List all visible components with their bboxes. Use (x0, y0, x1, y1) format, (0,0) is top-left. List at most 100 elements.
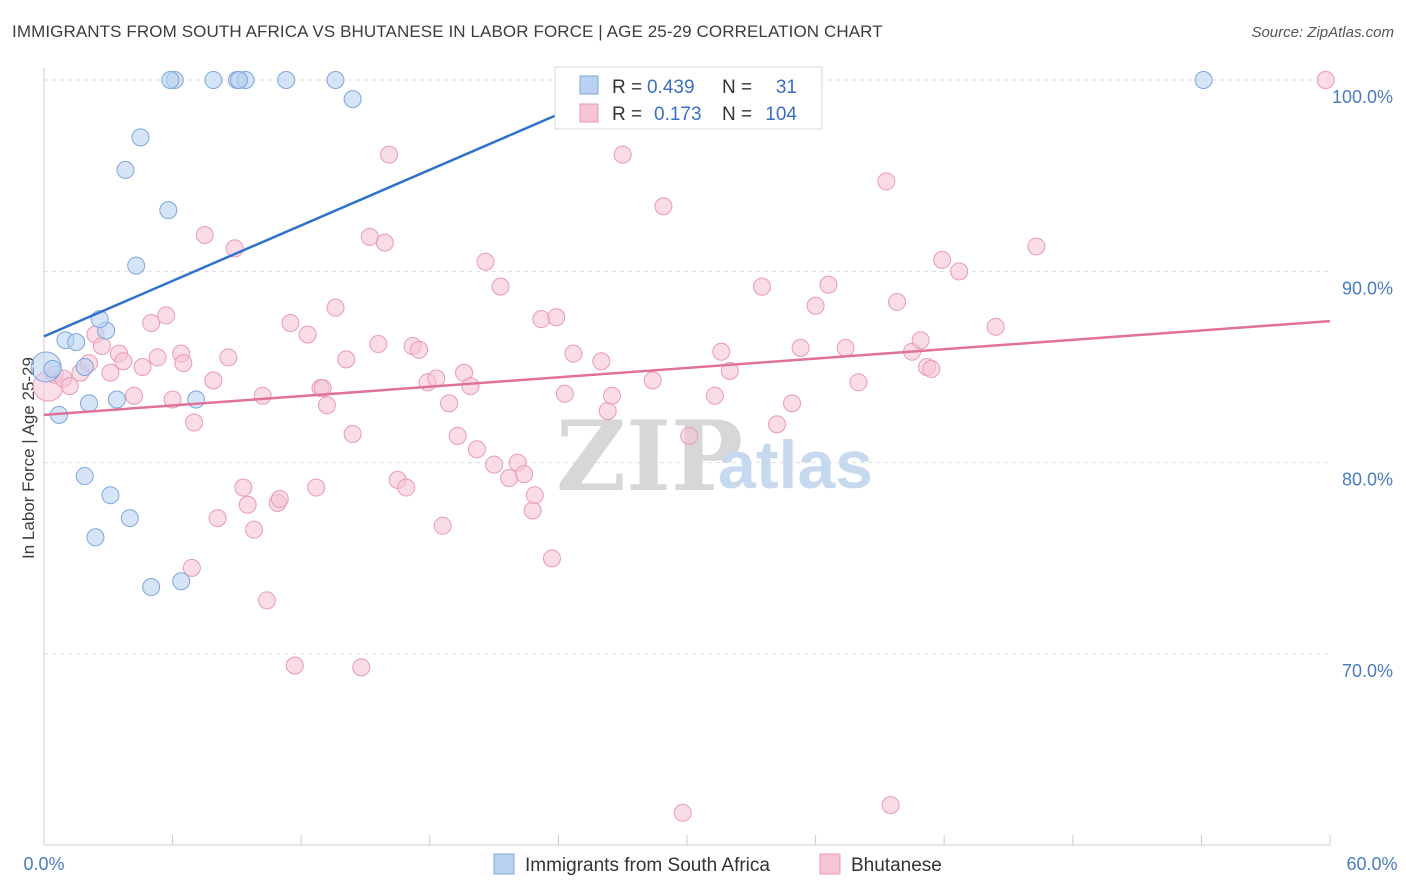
chart-title: IMMIGRANTS FROM SOUTH AFRICA VS BHUTANES… (12, 22, 883, 41)
south-africa-point (67, 333, 86, 352)
bhutanese-point (343, 424, 362, 443)
legend-n-value-1: 31 (776, 77, 797, 98)
bhutanese-point (806, 296, 825, 315)
bhutanese-point (60, 377, 79, 396)
bhutanese-point (148, 348, 167, 367)
bhutanese-point (491, 277, 510, 296)
bhutanese-point (523, 501, 542, 520)
bhutanese-point (253, 386, 272, 405)
legend-swatch-bhutanese (579, 103, 599, 123)
legend-box (554, 66, 823, 130)
legend-r-value-1: 0.439 (647, 77, 695, 98)
bhutanese-point (448, 426, 467, 445)
bhutanese-point (326, 298, 345, 317)
south-africa-point (116, 160, 135, 179)
south-africa-point (107, 390, 126, 409)
y-axis-label: In Labor Force | Age 25-29 (19, 357, 38, 559)
south-africa-point (127, 256, 146, 275)
bhutanese-point (375, 233, 394, 252)
bhutanese-point (208, 509, 227, 528)
south-africa-point (142, 578, 161, 597)
bhutanese-point (360, 227, 379, 246)
bhutanese-point (705, 386, 724, 405)
bhutanese-point (933, 250, 952, 269)
bhutanese-point (542, 549, 561, 568)
bhutanese-point (410, 340, 429, 359)
bhutanese-trend-line (43, 319, 1331, 417)
bhutanese-point (317, 396, 336, 415)
bottom-legend-swatch-bhutanese (819, 853, 841, 875)
bhutanese-point (877, 172, 896, 191)
bhutanese-point (257, 591, 276, 610)
south-africa-point (43, 359, 62, 378)
south-africa-point (204, 71, 223, 89)
legend-n-label-1: N = (722, 77, 752, 98)
bhutanese-point (598, 402, 617, 421)
bhutanese-point (245, 520, 264, 539)
bhutanese-point (234, 478, 253, 497)
bhutanese-point (564, 344, 583, 363)
x-tick-label-min: 0.0% (23, 854, 64, 874)
bhutanese-point (281, 313, 300, 332)
bhutanese-point (783, 394, 802, 413)
bhutanese-point (307, 478, 326, 497)
bhutanese-point (950, 262, 969, 281)
bhutanese-point (922, 359, 941, 378)
bhutanese-point (298, 325, 317, 344)
south-africa-point (172, 572, 191, 591)
bhutanese-point (654, 197, 673, 216)
bhutanese-point (313, 379, 332, 398)
bhutanese-point (532, 310, 551, 329)
bhutanese-point (182, 558, 201, 577)
bhutanese-point (602, 386, 621, 405)
bhutanese-point (673, 803, 692, 822)
south-africa-point (159, 201, 178, 220)
legend-r-value-2: 0.173 (654, 104, 702, 125)
bhutanese-point (515, 465, 534, 484)
bhutanese-point (397, 478, 416, 497)
bhutanese-point (1027, 237, 1046, 256)
south-africa-point (277, 71, 296, 89)
bottom-legend-swatch-south-africa (493, 853, 515, 875)
bhutanese-point (380, 145, 399, 164)
y-tick-label-100: 100.0% (1332, 87, 1393, 107)
bhutanese-point (643, 371, 662, 390)
south-africa-point (326, 71, 345, 89)
bottom-legend-label-bhutanese: Bhutanese (851, 855, 942, 876)
bhutanese-point (485, 455, 504, 474)
bhutanese-point (712, 342, 731, 361)
bottom-legend-label-south-africa: Immigrants from South Africa (525, 855, 770, 876)
bhutanese-point (285, 656, 304, 675)
bhutanese-point (337, 350, 356, 369)
bhutanese-point (219, 348, 238, 367)
bhutanese-point (270, 490, 289, 509)
bhutanese-point (461, 377, 480, 396)
bhutanese-point (500, 468, 519, 487)
bhutanese-point (114, 352, 133, 371)
bhutanese-point (157, 306, 176, 325)
bhutanese-point (433, 516, 452, 535)
y-tick-label-70: 70.0% (1342, 661, 1393, 681)
bhutanese-point (1316, 71, 1335, 89)
bhutanese-point (174, 354, 193, 373)
y-tick-label-80: 80.0% (1342, 470, 1393, 490)
bhutanese-point (525, 486, 544, 505)
bhutanese-point (238, 495, 257, 514)
south-africa-point (120, 509, 139, 528)
bhutanese-point (555, 384, 574, 403)
trend-lines (43, 80, 1331, 417)
source-label: Source: ZipAtlas.com (1251, 24, 1394, 41)
legend-r-label-1: R = (612, 77, 642, 98)
legend-r-label-2: R = (612, 104, 642, 125)
south-africa-point (343, 90, 362, 109)
bhutanese-points (32, 71, 1335, 822)
bhutanese-point (195, 225, 214, 244)
x-ticks (43, 835, 1331, 845)
bhutanese-point (768, 415, 787, 434)
bhutanese-point (791, 338, 810, 357)
bhutanese-point (369, 335, 388, 354)
bhutanese-point (163, 390, 182, 409)
south-africa-point (101, 486, 120, 505)
bhutanese-point (986, 317, 1005, 336)
